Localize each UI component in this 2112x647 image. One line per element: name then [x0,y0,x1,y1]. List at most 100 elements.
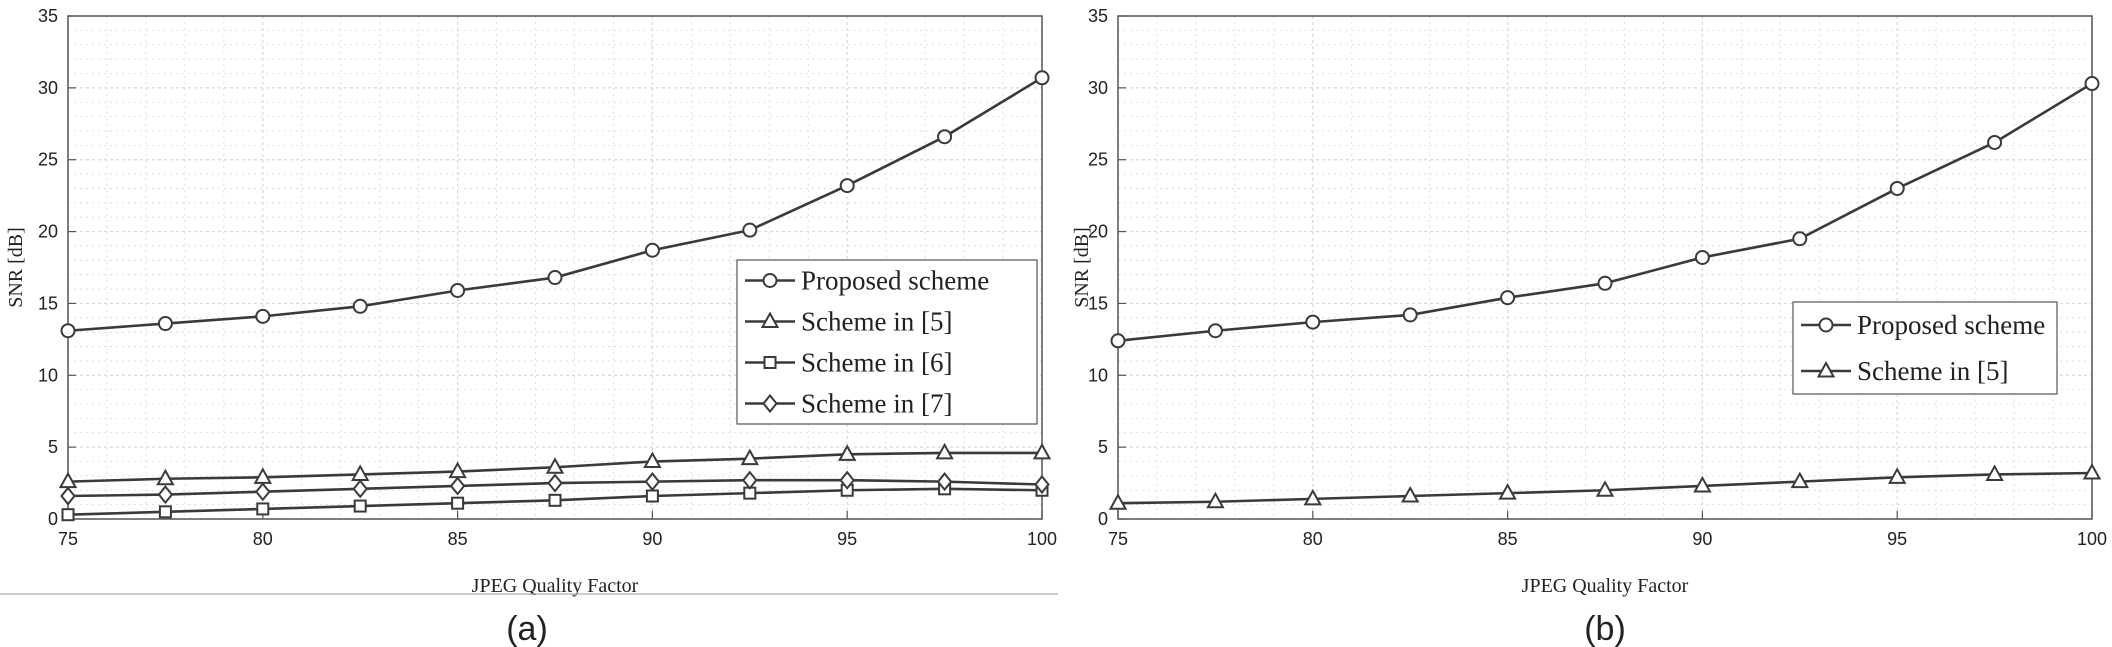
data-point-circle [1597,275,1613,291]
legend-label: Scheme in [5] [1857,356,2008,386]
data-point-triangle [1108,493,1128,510]
data-point-square [548,493,562,507]
data-point-diamond [1034,474,1050,495]
legend-marker-square [763,356,777,369]
legend-label: Scheme in [5] [801,307,952,337]
data-point-circle [450,282,466,298]
legend: Proposed scheme Scheme in [5] [1792,301,2058,395]
data-point-triangle [740,448,759,466]
x-axis-ticks: 75 80 85 90 95 100 [1108,511,2107,549]
y-tick-label: 15 [38,293,58,313]
x-tick-label: 90 [642,529,662,549]
legend-label: Scheme in [6] [801,348,952,378]
data-point-circle [60,323,76,339]
data-point-triangle [838,444,857,461]
data-point-triangle [1401,485,1420,503]
data-point-triangle [545,457,565,474]
y-axis-label: SNR [dB] [1071,227,1093,308]
x-axis-ticks: 75 80 85 90 95 100 [58,511,1057,549]
data-point-circle [644,242,660,258]
series-diamond [60,470,1050,506]
data-point-diamond [547,473,563,493]
data-point-circle [352,298,368,314]
x-axis-label: JPEG Quality Factor [472,575,639,597]
data-point-square [451,496,465,510]
x-tick-label: 80 [253,529,273,549]
legend-marker-circle [1818,317,1834,333]
data-point-diamond [644,472,661,492]
plot-area-border [1117,15,2093,520]
panel-label: (b) [1584,610,1626,647]
legend: Proposed scheme Scheme in [5] Scheme in [6… [736,259,1038,425]
data-point-circle [1500,290,1516,306]
data-point-triangle [156,468,175,486]
data-point-diamond [449,476,466,496]
y-tick-label: 20 [38,222,58,242]
data-point-triangle [2082,462,2102,480]
x-tick-label: 90 [1692,529,1712,549]
data-point-triangle [1206,491,1225,509]
legend-label: Proposed scheme [1857,310,2045,340]
legend-label: Scheme in [7] [801,389,952,419]
legend-box [736,259,1038,425]
legend-entry: Scheme in [7] [745,389,952,419]
data-point-triangle [935,442,954,460]
y-tick-label: 35 [1088,6,1108,26]
y-tick-label: 15 [1088,293,1108,313]
data-point-triangle [1498,483,1517,500]
data-point-square [353,499,367,513]
data-point-circle [1305,314,1321,330]
legend-entry: Scheme in [5] [1801,356,2008,386]
legend-marker-triangle [1816,360,1836,378]
data-point-circle [255,308,271,324]
data-point-triangle [1303,488,1322,506]
data-point-triangle [1032,442,1052,460]
data-point-diamond [839,470,855,490]
data-point-circle [1034,70,1050,86]
data-point-circle [1792,231,1808,247]
data-point-circle [839,178,855,194]
data-point-circle [1694,249,1710,265]
legend-entry: Proposed scheme [1801,310,2045,340]
y-tick-label: 5 [1098,437,1108,457]
data-point-triangle [1985,464,2004,481]
data-point-diamond [255,482,271,502]
legend-box [1792,301,2058,395]
grid [1117,15,2093,520]
legend-marker-diamond [762,393,778,414]
data-point-diamond [352,479,368,499]
data-point-circle [157,316,173,332]
data-point-square [158,505,172,519]
x-tick-label: 95 [1887,529,1907,549]
y-tick-label: 10 [1088,365,1108,385]
legend-entry: Scheme in [5] [745,307,952,337]
y-tick-label: 10 [38,365,58,385]
data-point-circle [1987,134,2003,150]
y-axis-ticks: 0 5 10 15 20 25 30 35 [1088,6,1126,529]
series-square [61,482,1049,522]
data-point-triangle [1595,480,1615,497]
data-point-circle [937,129,953,145]
x-tick-label: 100 [1027,529,1057,549]
legend-entry: Scheme in [6] [745,348,952,378]
y-tick-label: 5 [48,437,58,457]
data-point-triangle [1888,467,1907,484]
data-point-triangle [1790,471,1809,489]
y-tick-label: 35 [38,6,58,26]
series-triangle [1108,462,2102,510]
plot-area-border [67,15,1043,520]
chart-panel-b: 75 80 85 90 95 100 0 5 10 15 20 25 30 35 JPEG Quality … [1071,6,2107,647]
data-point-circle [1110,333,1126,349]
data-point-square [256,502,270,516]
y-tick-label: 0 [1098,509,1108,529]
x-tick-label: 75 [58,529,78,549]
data-point-diamond [157,484,174,505]
x-axis-label: JPEG Quality Factor [1522,575,1689,597]
y-axis-ticks: 0 5 10 15 20 25 30 35 [38,6,76,529]
x-tick-label: 85 [1498,529,1518,549]
legend-marker-triangle [760,311,780,328]
data-point-square [645,489,659,503]
data-point-diamond [742,470,758,490]
data-point-diamond [936,472,953,492]
